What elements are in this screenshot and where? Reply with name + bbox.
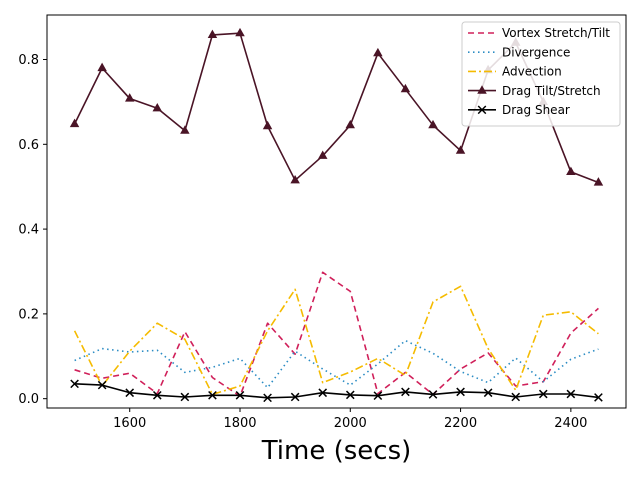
series-line-advection — [73, 285, 599, 396]
data-point-drag-tilt-stretch — [593, 177, 604, 186]
data-point-drag-tilt-stretch — [180, 125, 190, 134]
y-tick-label: 0.8 — [18, 53, 39, 68]
data-point-drag-tilt-stretch — [207, 29, 218, 38]
data-point-drag-shear — [152, 390, 162, 400]
x-tick-label: 2000 — [334, 416, 367, 431]
data-point-drag-shear — [401, 387, 410, 397]
data-point-drag-shear — [235, 390, 245, 400]
data-point-drag-tilt-stretch — [97, 62, 107, 72]
data-point-drag-shear — [70, 379, 79, 389]
data-point-drag-shear — [373, 391, 383, 401]
data-point-drag-tilt-stretch — [373, 47, 383, 57]
series-vortex-stretch-tilt — [74, 271, 599, 397]
data-point-drag-shear — [290, 392, 300, 402]
legend: Vortex Stretch/Tilt Divergence Advection Dr… — [461, 21, 621, 127]
data-point-drag-shear — [263, 393, 272, 403]
legend-label-divergence: Divergence — [502, 45, 570, 59]
legend-label-advection: Advection — [502, 65, 562, 79]
series-line-divergence — [74, 339, 599, 389]
data-point-drag-tilt-stretch — [455, 145, 466, 154]
data-point-drag-shear — [125, 388, 135, 398]
x-axis-label: Time (secs) — [261, 436, 412, 466]
x-tick-label: 1800 — [223, 416, 256, 431]
data-point-drag-tilt-stretch — [318, 150, 328, 159]
data-point-drag-shear — [538, 389, 548, 399]
data-point-drag-tilt-stretch — [235, 27, 245, 37]
data-point-drag-tilt-stretch — [345, 119, 355, 129]
y-tick-label: 0.0 — [18, 392, 39, 407]
plot-frame — [46, 14, 627, 409]
data-point-drag-shear — [208, 390, 217, 400]
data-point-drag-shear — [566, 389, 576, 399]
series-line-drag-shear — [74, 383, 599, 399]
series-line-vortex-stretch-tilt — [74, 271, 599, 397]
data-point-drag-tilt-stretch — [262, 120, 273, 130]
data-point-drag-shear — [345, 390, 355, 400]
data-point-drag-tilt-stretch — [400, 83, 411, 93]
legend-label-vortex-stretch-tilt: Vortex Stretch/Tilt — [502, 26, 610, 40]
data-point-drag-shear — [97, 380, 107, 390]
series-divergence — [74, 339, 599, 389]
data-point-drag-tilt-stretch — [152, 102, 162, 112]
x-tick-label: 2200 — [444, 416, 477, 431]
data-point-drag-shear — [511, 392, 521, 402]
data-point-drag-shear — [318, 388, 328, 398]
legend-marker-drag-tilt-stretch — [477, 85, 487, 94]
legend-box — [461, 21, 621, 127]
y-tick-label: 0.6 — [18, 138, 39, 153]
data-point-drag-shear — [428, 390, 438, 399]
data-point-drag-tilt-stretch — [566, 166, 576, 176]
y-tick-label: 0.2 — [18, 307, 39, 322]
data-point-drag-tilt-stretch — [69, 118, 80, 128]
series-drag-shear — [70, 379, 603, 403]
data-point-drag-shear — [456, 387, 465, 397]
data-point-drag-shear — [483, 388, 493, 398]
data-point-drag-tilt-stretch — [428, 119, 438, 129]
axis-layer: 1600 1800 2000 2200 2400 0.0 0.2 0.4 0.6 0.8 — [18, 53, 587, 431]
data-point-drag-shear — [594, 393, 603, 402]
legend-marker-drag-shear — [477, 105, 487, 115]
legend-label-drag-tilt-stretch: Drag Tilt/Stretch — [502, 84, 601, 98]
y-tick-label: 0.4 — [18, 223, 39, 238]
data-point-drag-tilt-stretch — [125, 93, 135, 102]
legend-label-drag-shear: Drag Shear — [502, 103, 570, 117]
x-tick-label: 2400 — [554, 416, 587, 431]
series-advection — [73, 285, 599, 396]
x-tick-label: 1600 — [113, 416, 146, 431]
data-point-drag-shear — [180, 392, 190, 402]
data-point-drag-tilt-stretch — [290, 174, 300, 184]
